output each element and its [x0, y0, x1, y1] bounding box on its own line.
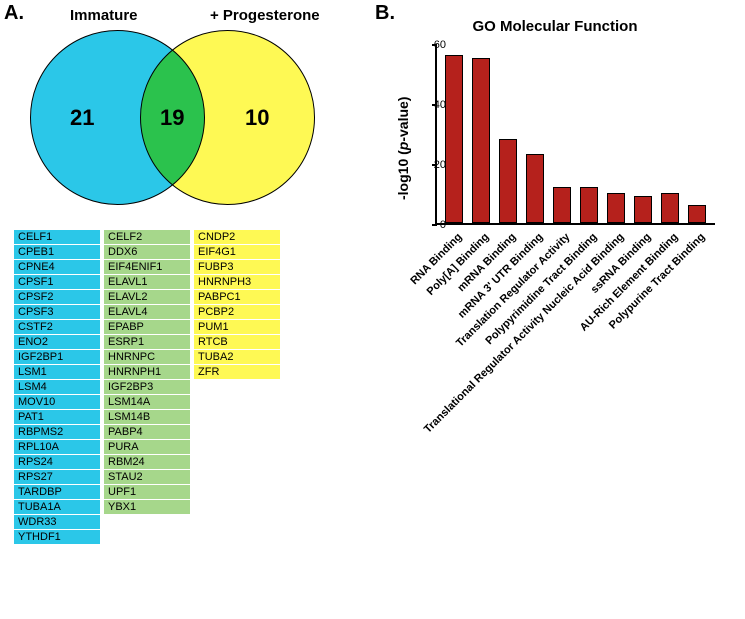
gene-cell: PABP4 — [104, 425, 190, 439]
gene-cell: STAU2 — [104, 470, 190, 484]
chart-bar — [553, 187, 571, 223]
gene-cell: ELAVL1 — [104, 275, 190, 289]
gene-list-progesterone: CNDP2EIF4G1FUBP3HNRNPH3PABPC1PCBP2PUM1RT… — [194, 230, 280, 544]
chart-bar — [661, 193, 679, 223]
gene-cell: TUBA2 — [194, 350, 280, 364]
gene-cell: LSM4 — [14, 380, 100, 394]
gene-cell: FUBP3 — [194, 260, 280, 274]
venn-diagram: Immature + Progesterone 21 19 10 — [20, 25, 350, 225]
gene-cell: RBPMS2 — [14, 425, 100, 439]
venn-title-progesterone: + Progesterone — [210, 7, 320, 24]
ylabel-pre: -log10 ( — [395, 150, 411, 200]
gene-cell: CPSF2 — [14, 290, 100, 304]
gene-cell: LSM14A — [104, 395, 190, 409]
gene-cell: CELF1 — [14, 230, 100, 244]
gene-cell: MOV10 — [14, 395, 100, 409]
gene-cell: CPSF1 — [14, 275, 100, 289]
ytick-label: 20 — [434, 159, 446, 171]
gene-cell: HNRNPH3 — [194, 275, 280, 289]
chart-plot: RNA BindingPoly[A] BindingmRNA BindingmR… — [435, 45, 715, 225]
gene-cell: CELF2 — [104, 230, 190, 244]
gene-cell: PABPC1 — [194, 290, 280, 304]
gene-cell: TARDBP — [14, 485, 100, 499]
venn-title-immature: Immature — [70, 7, 138, 24]
gene-cell: YTHDF1 — [14, 530, 100, 544]
gene-cell: DDX6 — [104, 245, 190, 259]
gene-cell: CPNE4 — [14, 260, 100, 274]
gene-cell: TUBA1A — [14, 500, 100, 514]
chart-bar — [688, 205, 706, 223]
gene-cell: RPS24 — [14, 455, 100, 469]
ytick-label: 40 — [434, 99, 446, 111]
chart-bar — [499, 139, 517, 223]
venn-count-left: 21 — [70, 105, 94, 131]
gene-cell: ELAVL2 — [104, 290, 190, 304]
gene-cell: RPL10A — [14, 440, 100, 454]
chart-bar — [526, 154, 544, 223]
gene-cell: ZFR — [194, 365, 280, 379]
gene-cell: ESRP1 — [104, 335, 190, 349]
chart-title: GO Molecular Function — [380, 18, 730, 35]
gene-cell: IGF2BP3 — [104, 380, 190, 394]
chart-bar — [580, 187, 598, 223]
chart-bar — [472, 58, 490, 223]
go-bar-chart: GO Molecular Function -log10 (p-value) R… — [380, 20, 730, 350]
gene-list-immature: CELF1CPEB1CPNE4CPSF1CPSF2CPSF3CSTF2ENO2I… — [14, 230, 100, 544]
gene-cell: CSTF2 — [14, 320, 100, 334]
gene-cell: PCBP2 — [194, 305, 280, 319]
gene-cell: RBM24 — [104, 455, 190, 469]
gene-cell: LSM1 — [14, 365, 100, 379]
chart-bar — [445, 55, 463, 223]
ylabel-post: -value) — [395, 97, 411, 142]
gene-cell: PAT1 — [14, 410, 100, 424]
gene-cell: YBX1 — [104, 500, 190, 514]
chart-ylabel: -log10 (p-value) — [395, 97, 411, 200]
gene-cell: ELAVL4 — [104, 305, 190, 319]
gene-cell: CPSF3 — [14, 305, 100, 319]
gene-cell: PURA — [104, 440, 190, 454]
gene-cell: EIF4G1 — [194, 245, 280, 259]
ylabel-it: p — [395, 142, 411, 151]
gene-cell: PUM1 — [194, 320, 280, 334]
gene-cell: WDR33 — [14, 515, 100, 529]
chart-bar — [634, 196, 652, 223]
gene-cell: HNRNPH1 — [104, 365, 190, 379]
gene-lists: CELF1CPEB1CPNE4CPSF1CPSF2CPSF3CSTF2ENO2I… — [14, 230, 280, 544]
panel-a-label: A. — [4, 2, 24, 25]
gene-cell: EPABP — [104, 320, 190, 334]
gene-cell: UPF1 — [104, 485, 190, 499]
gene-cell: CNDP2 — [194, 230, 280, 244]
gene-cell: LSM14B — [104, 410, 190, 424]
venn-count-right: 10 — [245, 105, 269, 131]
gene-cell: CPEB1 — [14, 245, 100, 259]
gene-cell: HNRNPC — [104, 350, 190, 364]
gene-cell: IGF2BP1 — [14, 350, 100, 364]
chart-bar — [607, 193, 625, 223]
gene-cell: ENO2 — [14, 335, 100, 349]
ytick-label: 60 — [434, 39, 446, 51]
gene-cell: RPS27 — [14, 470, 100, 484]
gene-list-shared: CELF2DDX6EIF4ENIF1ELAVL1ELAVL2ELAVL4EPAB… — [104, 230, 190, 544]
venn-count-mid: 19 — [160, 105, 184, 131]
gene-cell: RTCB — [194, 335, 280, 349]
gene-cell: EIF4ENIF1 — [104, 260, 190, 274]
ytick-label: 0 — [440, 219, 446, 231]
